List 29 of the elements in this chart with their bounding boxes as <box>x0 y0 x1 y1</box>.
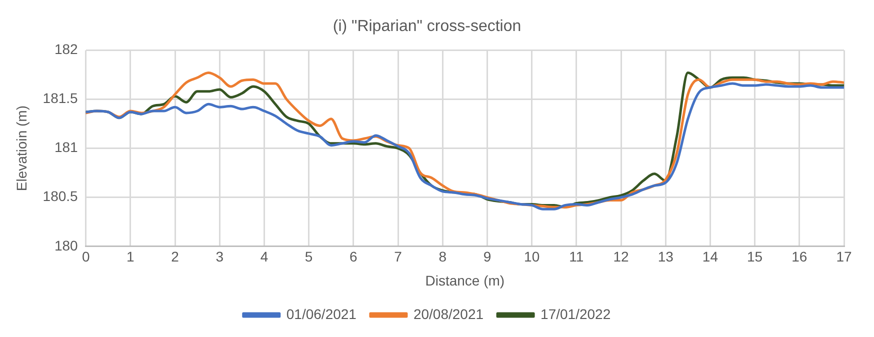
x-axis-title: Distance (m) <box>425 272 505 288</box>
x-tick-label: 14 <box>702 248 718 265</box>
y-tick-label: 182 <box>54 41 78 58</box>
x-tick-label: 6 <box>350 248 358 265</box>
x-tick-label: 2 <box>171 248 180 265</box>
legend-label: 17/01/2022 <box>540 306 611 322</box>
y-axis-title: Elevatioin (m) <box>13 106 30 192</box>
x-tick-label: 5 <box>304 248 313 265</box>
y-tick-label: 180.5 <box>42 188 78 204</box>
x-tick-label: 8 <box>438 248 447 265</box>
x-tick-label: 7 <box>394 248 402 265</box>
chart-title: (i) "Riparian" cross-section <box>332 18 522 36</box>
y-tick-label: 180 <box>54 237 78 254</box>
x-tick-label: 0 <box>82 248 90 265</box>
x-tick-label: 16 <box>792 248 808 265</box>
x-tick-label: 17 <box>836 248 852 265</box>
y-tick-label: 181 <box>54 139 78 156</box>
x-tick-label: 12 <box>613 248 630 265</box>
legend-label: 20/08/2021 <box>413 306 484 322</box>
x-tick-label: 15 <box>747 248 763 265</box>
x-tick-label: 1 <box>126 248 135 265</box>
legend-label: 01/06/2021 <box>286 306 357 322</box>
x-tick-label: 10 <box>524 248 540 265</box>
x-tick-label: 11 <box>569 248 584 265</box>
x-tick-label: 9 <box>483 248 492 265</box>
x-tick-label: 3 <box>216 248 224 265</box>
x-tick-label: 13 <box>658 248 674 265</box>
y-tick-label: 181.5 <box>42 90 78 106</box>
x-tick-label: 4 <box>260 248 268 265</box>
